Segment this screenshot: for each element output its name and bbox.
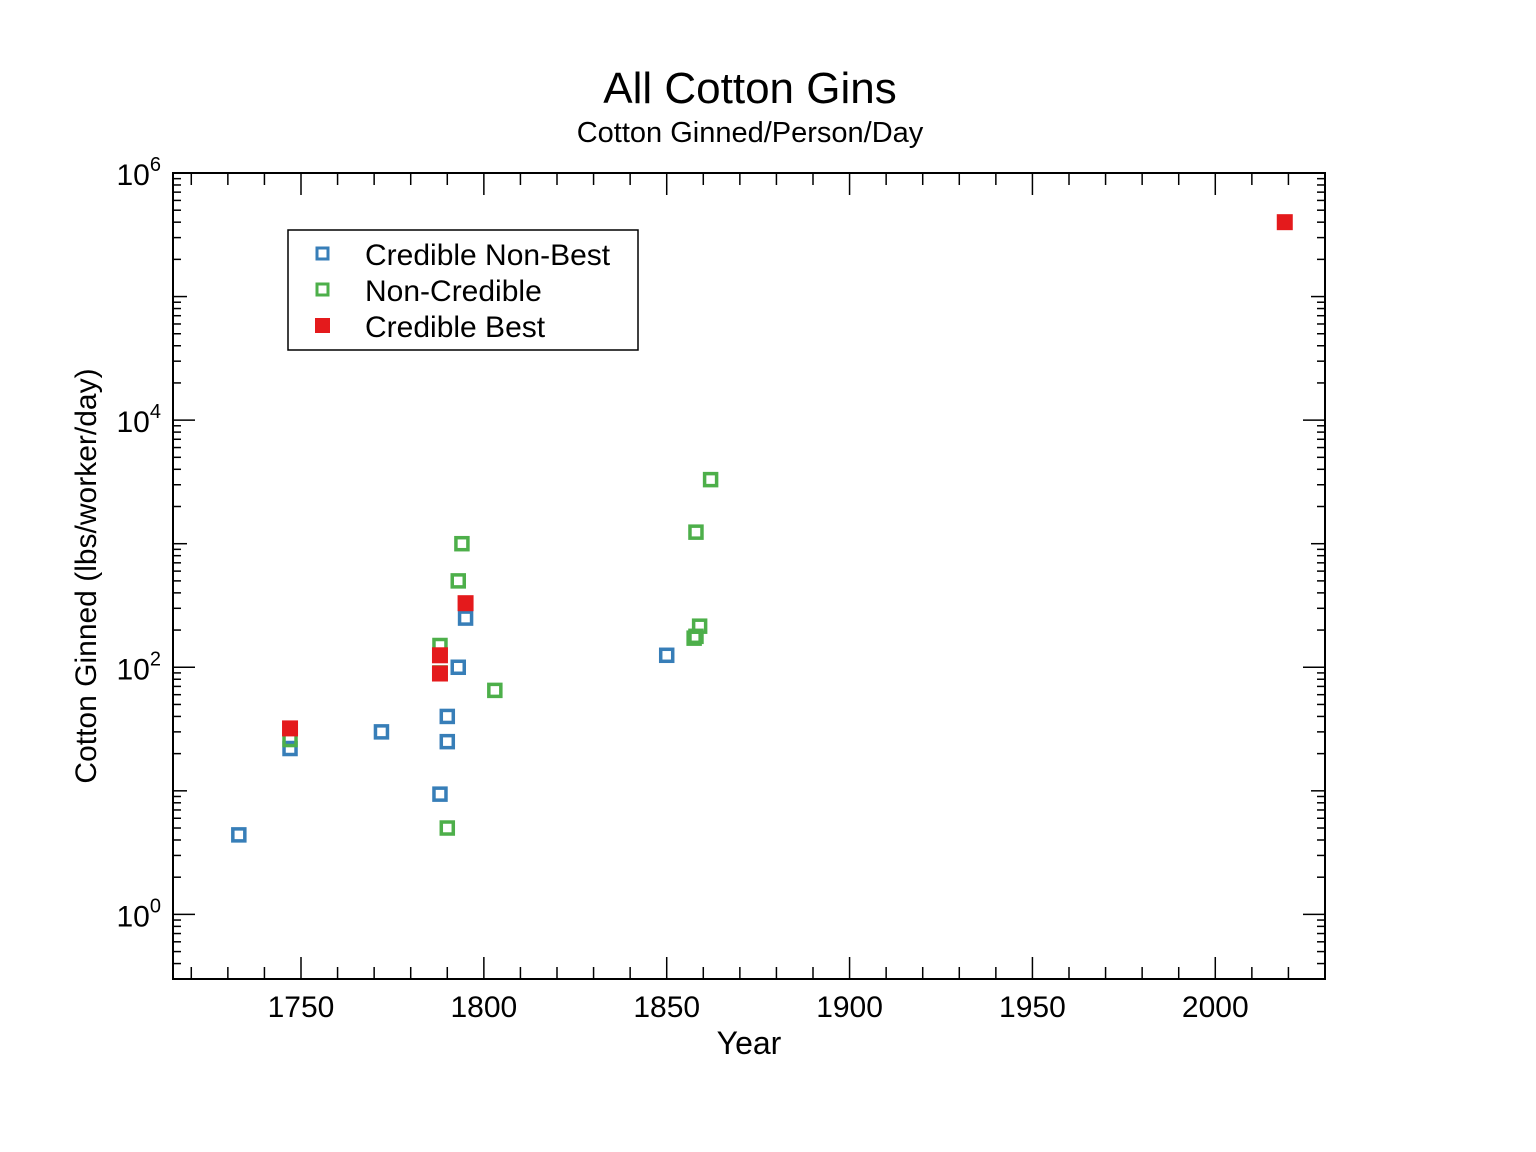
series-credible-best	[282, 214, 1293, 737]
legend-label: Non-Credible	[365, 275, 542, 308]
y-tick-label: 106	[117, 154, 162, 192]
data-point	[439, 708, 456, 725]
series-non-credible	[282, 471, 719, 836]
x-axis-label: Year	[717, 1025, 782, 1061]
legend-marker	[315, 318, 330, 333]
chart-title: All Cotton Gins	[603, 64, 896, 113]
legend-marker	[315, 282, 330, 297]
data-point	[688, 628, 704, 645]
data-point	[431, 665, 448, 682]
legend-label: Credible Non-Best	[365, 239, 611, 272]
legend-box	[287, 229, 639, 351]
data-point	[282, 740, 298, 757]
data-point	[1276, 214, 1293, 231]
x-tick-label: 1950	[999, 991, 1066, 1024]
legend-marker	[315, 246, 330, 261]
data-point	[282, 720, 299, 737]
data-point	[457, 595, 474, 612]
data-point	[439, 820, 456, 836]
data-point	[432, 786, 448, 802]
data-point	[487, 682, 503, 699]
plot-area	[172, 172, 1326, 980]
data-point	[686, 630, 702, 646]
data-point	[373, 724, 390, 740]
x-tick-label: 1800	[450, 991, 517, 1024]
data-point	[457, 610, 474, 626]
x-tick-label: 2000	[1182, 991, 1249, 1024]
y-tick-label: 104	[117, 401, 162, 439]
y-axis-label: Cotton Ginned (lbs/worker/day)	[70, 368, 103, 783]
data-point	[450, 659, 467, 676]
data-point	[439, 733, 456, 750]
data-point	[454, 535, 470, 552]
data-point	[450, 573, 467, 589]
y-tick-label: 102	[117, 648, 162, 686]
x-tick-label: 1750	[268, 991, 335, 1024]
series-credible-non-best	[231, 610, 675, 843]
data-point	[431, 647, 448, 664]
chart-subtitle: Cotton Ginned/Person/Day	[577, 117, 924, 149]
x-tick-label: 1850	[633, 991, 700, 1024]
legend-label: Credible Best	[365, 311, 546, 344]
data-point	[702, 471, 719, 488]
y-tick-label: 100	[117, 895, 162, 933]
x-tick-label: 1900	[816, 991, 883, 1024]
data-point	[658, 647, 675, 664]
data-point	[231, 827, 247, 843]
data-point	[688, 524, 704, 540]
